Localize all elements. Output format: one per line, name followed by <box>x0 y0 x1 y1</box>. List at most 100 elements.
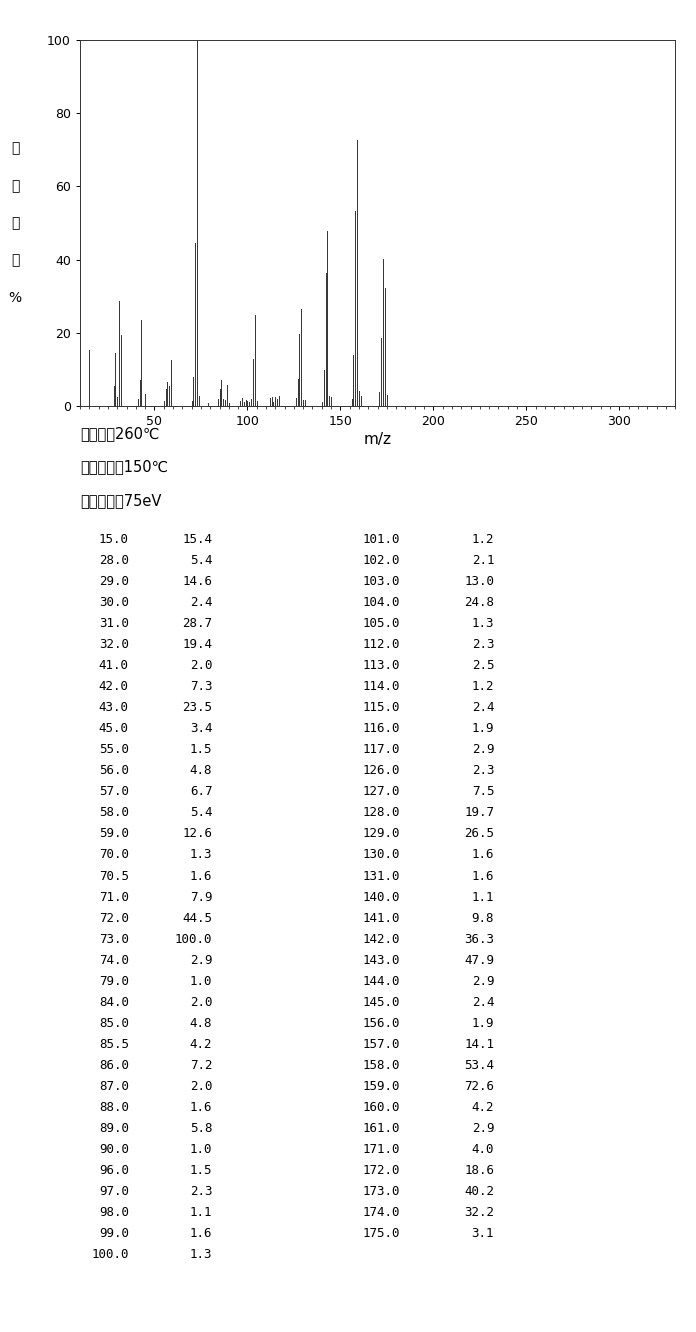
Text: 157.0: 157.0 <box>363 1038 400 1051</box>
Text: 90.0: 90.0 <box>99 1143 129 1156</box>
Text: 114.0: 114.0 <box>363 681 400 693</box>
Text: 1.6: 1.6 <box>190 1227 212 1240</box>
Text: 2.4: 2.4 <box>472 996 494 1008</box>
Text: 度: 度 <box>11 253 19 268</box>
Text: 127.0: 127.0 <box>363 786 400 798</box>
Text: 24.8: 24.8 <box>464 595 494 609</box>
Text: 5.4: 5.4 <box>190 554 212 567</box>
Text: 143.0: 143.0 <box>363 954 400 967</box>
Text: 55.0: 55.0 <box>99 743 129 757</box>
Text: 103.0: 103.0 <box>363 575 400 587</box>
Text: 126.0: 126.0 <box>363 765 400 778</box>
Text: 23.5: 23.5 <box>182 701 212 714</box>
Text: 4.2: 4.2 <box>472 1102 494 1114</box>
Text: 2.3: 2.3 <box>190 1185 212 1199</box>
Text: 2.1: 2.1 <box>472 554 494 567</box>
Text: 112.0: 112.0 <box>363 638 400 651</box>
Text: 14.1: 14.1 <box>464 1038 494 1051</box>
Text: 3.4: 3.4 <box>190 722 212 735</box>
Text: 31.0: 31.0 <box>99 617 129 630</box>
Text: 144.0: 144.0 <box>363 975 400 988</box>
Text: 28.7: 28.7 <box>182 617 212 630</box>
Text: 9.8: 9.8 <box>472 911 494 924</box>
Text: 4.8: 4.8 <box>190 765 212 778</box>
Text: 12.6: 12.6 <box>182 827 212 840</box>
Text: 1.0: 1.0 <box>190 1143 212 1156</box>
Text: 7.2: 7.2 <box>190 1059 212 1072</box>
Text: 100.0: 100.0 <box>91 1248 129 1261</box>
Text: 99.0: 99.0 <box>99 1227 129 1240</box>
Text: 2.4: 2.4 <box>190 595 212 609</box>
X-axis label: m/z: m/z <box>363 433 392 448</box>
Text: 1.6: 1.6 <box>190 870 212 883</box>
Text: 58.0: 58.0 <box>99 806 129 819</box>
Text: 73.0: 73.0 <box>99 932 129 946</box>
Text: 175.0: 175.0 <box>363 1227 400 1240</box>
Text: 98.0: 98.0 <box>99 1207 129 1219</box>
Text: 2.0: 2.0 <box>190 659 212 673</box>
Text: 100.0: 100.0 <box>175 932 212 946</box>
Text: 113.0: 113.0 <box>363 659 400 673</box>
Text: 158.0: 158.0 <box>363 1059 400 1072</box>
Text: 14.6: 14.6 <box>182 575 212 587</box>
Text: 18.6: 18.6 <box>464 1164 494 1177</box>
Text: 101.0: 101.0 <box>363 533 400 546</box>
Text: 1.1: 1.1 <box>472 891 494 903</box>
Text: 电子能量：75eV: 电子能量：75eV <box>80 493 161 507</box>
Text: 1.3: 1.3 <box>190 1248 212 1261</box>
Text: 28.0: 28.0 <box>99 554 129 567</box>
Text: 13.0: 13.0 <box>464 575 494 587</box>
Text: 强: 强 <box>11 216 19 230</box>
Text: 4.0: 4.0 <box>472 1143 494 1156</box>
Text: 84.0: 84.0 <box>99 996 129 1008</box>
Text: 1.2: 1.2 <box>472 533 494 546</box>
Text: 159.0: 159.0 <box>363 1080 400 1094</box>
Text: 26.5: 26.5 <box>464 827 494 840</box>
Text: 96.0: 96.0 <box>99 1164 129 1177</box>
Text: 47.9: 47.9 <box>464 954 494 967</box>
Text: 102.0: 102.0 <box>363 554 400 567</box>
Text: 19.4: 19.4 <box>182 638 212 651</box>
Text: 4.8: 4.8 <box>190 1016 212 1030</box>
Text: 19.7: 19.7 <box>464 806 494 819</box>
Text: 56.0: 56.0 <box>99 765 129 778</box>
Text: 样品温度：150℃: 样品温度：150℃ <box>80 460 168 474</box>
Text: 70.5: 70.5 <box>99 870 129 883</box>
Text: 1.2: 1.2 <box>472 681 494 693</box>
Text: 45.0: 45.0 <box>99 722 129 735</box>
Text: 174.0: 174.0 <box>363 1207 400 1219</box>
Text: 7.9: 7.9 <box>190 891 212 903</box>
Text: 43.0: 43.0 <box>99 701 129 714</box>
Text: 161.0: 161.0 <box>363 1122 400 1135</box>
Text: 128.0: 128.0 <box>363 806 400 819</box>
Text: 2.3: 2.3 <box>472 638 494 651</box>
Text: 145.0: 145.0 <box>363 996 400 1008</box>
Text: 117.0: 117.0 <box>363 743 400 757</box>
Text: 1.3: 1.3 <box>190 848 212 862</box>
Text: 70.0: 70.0 <box>99 848 129 862</box>
Text: 59.0: 59.0 <box>99 827 129 840</box>
Text: 79.0: 79.0 <box>99 975 129 988</box>
Text: 7.5: 7.5 <box>472 786 494 798</box>
Text: 74.0: 74.0 <box>99 954 129 967</box>
Text: 71.0: 71.0 <box>99 891 129 903</box>
Text: 2.3: 2.3 <box>472 765 494 778</box>
Text: 129.0: 129.0 <box>363 827 400 840</box>
Text: 2.9: 2.9 <box>472 743 494 757</box>
Text: 142.0: 142.0 <box>363 932 400 946</box>
Text: 29.0: 29.0 <box>99 575 129 587</box>
Text: 131.0: 131.0 <box>363 870 400 883</box>
Text: 140.0: 140.0 <box>363 891 400 903</box>
Text: 7.3: 7.3 <box>190 681 212 693</box>
Text: 2.0: 2.0 <box>190 996 212 1008</box>
Text: 105.0: 105.0 <box>363 617 400 630</box>
Text: 1.6: 1.6 <box>190 1102 212 1114</box>
Text: 15.0: 15.0 <box>99 533 129 546</box>
Text: 85.5: 85.5 <box>99 1038 129 1051</box>
Text: 1.6: 1.6 <box>472 870 494 883</box>
Text: 5.4: 5.4 <box>190 806 212 819</box>
Text: 30.0: 30.0 <box>99 595 129 609</box>
Text: 1.5: 1.5 <box>190 1164 212 1177</box>
Text: 36.3: 36.3 <box>464 932 494 946</box>
Text: 2.5: 2.5 <box>472 659 494 673</box>
